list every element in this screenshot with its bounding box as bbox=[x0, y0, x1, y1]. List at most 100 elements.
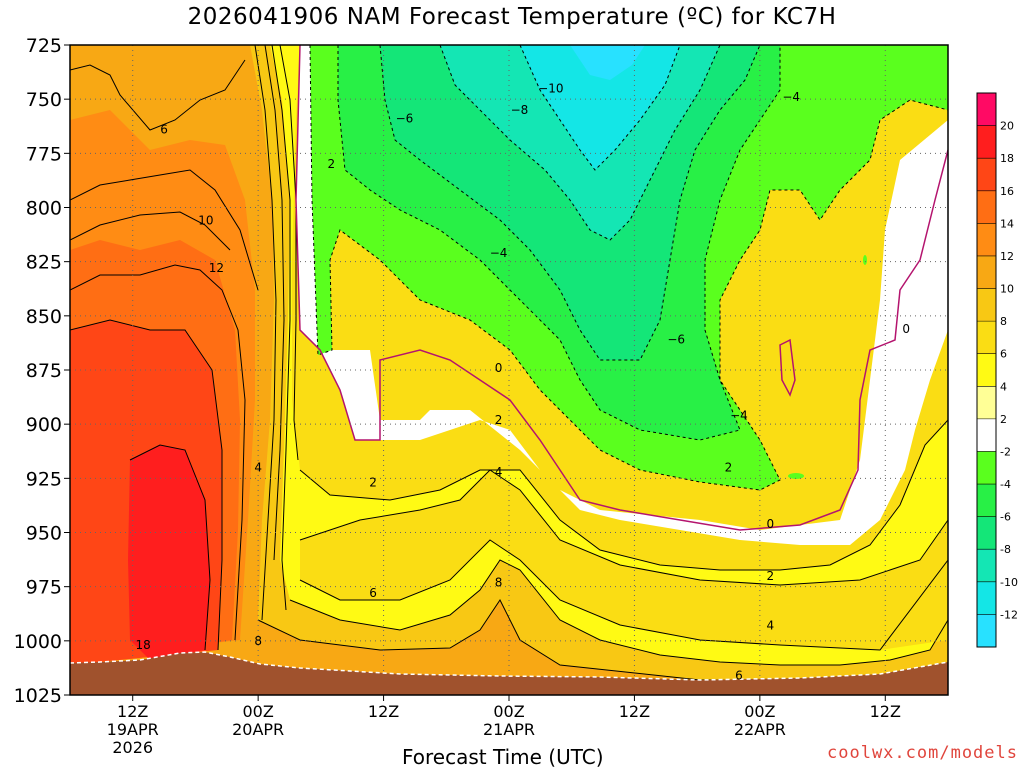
contour-label: 2 bbox=[766, 569, 774, 583]
y-tick-label: 825 bbox=[26, 252, 62, 274]
y-axis: 725 750 775 800 825 850 875 900 925 950 975 1000 102… bbox=[14, 35, 70, 707]
colorbar-swatch bbox=[977, 451, 996, 485]
terrain bbox=[70, 652, 948, 695]
colorbar-swatch bbox=[977, 386, 996, 420]
contour-label: 2 bbox=[495, 413, 503, 427]
contour-label: 2 bbox=[725, 461, 733, 475]
contour-label: 0 bbox=[902, 322, 910, 336]
colorbar-label: 6 bbox=[1000, 348, 1007, 361]
colorbar-swatch bbox=[977, 288, 996, 322]
colorbar-swatch bbox=[977, 549, 996, 583]
x-tick-label: 20APR bbox=[232, 720, 284, 739]
colorbar: 20 18 16 14 12 10 8 6 4 2 -2 -4 -6 -8 -10 -12 bbox=[976, 92, 1018, 648]
x-tick-label: 2026 bbox=[112, 738, 153, 757]
contour-label: 4 bbox=[254, 461, 262, 475]
contour-label: −10 bbox=[538, 81, 563, 95]
contour-label: −4 bbox=[782, 90, 800, 104]
contour-label: −6 bbox=[667, 333, 685, 347]
contour-lines bbox=[70, 45, 948, 681]
contour-label: 10 bbox=[198, 214, 213, 228]
y-tick-label: 800 bbox=[26, 198, 62, 220]
x-tick-label: 12Z bbox=[117, 702, 148, 721]
y-tick-label: 975 bbox=[26, 577, 62, 599]
x-tick-label: 12Z bbox=[870, 702, 901, 721]
colorbar-label: -6 bbox=[1000, 511, 1011, 524]
colorbar-label: 12 bbox=[1000, 250, 1014, 263]
field-blob-green-1 bbox=[788, 473, 804, 479]
colorbar-label: -8 bbox=[1000, 543, 1011, 556]
zero-contour bbox=[295, 45, 948, 531]
contour-label: −8 bbox=[511, 103, 529, 117]
colorbar-frame bbox=[976, 92, 997, 648]
contour-label: 6 bbox=[369, 586, 377, 600]
colorbar-swatch bbox=[977, 581, 996, 615]
colorbar-label: 4 bbox=[1000, 380, 1007, 393]
field-band-minus-12 bbox=[570, 45, 645, 80]
x-tick-label: 22APR bbox=[734, 720, 786, 739]
colorbar-swatch bbox=[977, 190, 996, 224]
y-tick-label: 850 bbox=[26, 306, 62, 328]
contour-label: 4 bbox=[766, 619, 774, 633]
field-band-6-8-hump bbox=[300, 470, 948, 650]
colorbar-swatch bbox=[977, 125, 996, 159]
field-band-minus-10-12 bbox=[520, 45, 680, 170]
contour-label: −6 bbox=[396, 112, 414, 126]
y-tick-label: 950 bbox=[26, 523, 62, 545]
y-tick-label: 875 bbox=[26, 360, 62, 382]
y-tick-label: 900 bbox=[26, 414, 62, 436]
grid-vertical bbox=[132, 45, 886, 695]
field-blob-green-2 bbox=[863, 255, 867, 265]
colorbar-label: 8 bbox=[1000, 315, 1007, 328]
field-band-18-20 bbox=[128, 445, 210, 660]
colorbar-swatch bbox=[977, 93, 996, 127]
contour-label: −4 bbox=[730, 409, 748, 423]
x-axis-label: Forecast Time (UTC) bbox=[402, 745, 604, 769]
contour-label: 8 bbox=[254, 634, 262, 648]
colorbar-label: 14 bbox=[1000, 217, 1014, 230]
contour-label: 6 bbox=[160, 123, 168, 137]
colorbar-label: 10 bbox=[1000, 283, 1014, 296]
field-band-0-2 bbox=[296, 45, 948, 545]
contour-label: 12 bbox=[209, 261, 224, 275]
y-tick-label: 775 bbox=[26, 143, 62, 165]
temperature-field: 6 10 12 18 4 8 2 −6 −8 −10 −4 −4 0 2 4 8 2 6 −6 −4 2 0 2 4 6 0 bbox=[70, 45, 948, 695]
contour-label: 0 bbox=[495, 361, 503, 375]
colorbar-swatch bbox=[977, 614, 996, 648]
contour-label: 6 bbox=[735, 669, 743, 683]
contour-label: 8 bbox=[495, 575, 503, 589]
colorbar-swatch bbox=[977, 321, 996, 355]
x-tick-label: 00Z bbox=[493, 702, 524, 721]
contour-label: 0 bbox=[766, 517, 774, 531]
colorbar-swatch bbox=[977, 484, 996, 518]
colorbar-swatch bbox=[977, 255, 996, 290]
colorbar-label: -4 bbox=[1000, 478, 1011, 491]
contour-label: −4 bbox=[490, 246, 508, 260]
contour-label: 2 bbox=[369, 476, 377, 490]
colorbar-swatch bbox=[977, 158, 996, 192]
x-tick-label: 12Z bbox=[619, 702, 650, 721]
colorbar-label: -12 bbox=[1000, 608, 1018, 621]
credit-text: coolwx.com/models bbox=[827, 743, 1018, 763]
contour-label: 4 bbox=[495, 465, 503, 479]
contour-label: 2 bbox=[327, 157, 335, 171]
colorbar-label: 18 bbox=[1000, 152, 1014, 165]
chart-title: 2026041906 NAM Forecast Temperature (ºC)… bbox=[187, 4, 837, 30]
colorbar-swatch bbox=[977, 516, 996, 550]
contour-label: 18 bbox=[136, 638, 151, 652]
contour-lines-negative bbox=[309, 45, 948, 491]
colorbar-swatch bbox=[977, 418, 996, 452]
y-tick-label: 1000 bbox=[14, 631, 62, 653]
colorbar-label: 16 bbox=[1000, 185, 1014, 198]
colorbar-label: -2 bbox=[1000, 445, 1011, 458]
y-tick-label: 1025 bbox=[14, 685, 62, 707]
y-tick-label: 750 bbox=[26, 89, 62, 111]
x-tick-label: 19APR bbox=[107, 720, 159, 739]
y-tick-label: 725 bbox=[26, 35, 62, 57]
colorbar-label: 2 bbox=[1000, 413, 1007, 426]
contour-labels: 6 10 12 18 4 8 2 −6 −8 −10 −4 −4 0 2 4 8 2 6 −6 −4 2 0 2 4 6 0 bbox=[136, 81, 910, 683]
colorbar-label: -10 bbox=[1000, 576, 1018, 589]
x-tick-label: 00Z bbox=[242, 702, 273, 721]
terrain-edge bbox=[70, 651, 948, 681]
